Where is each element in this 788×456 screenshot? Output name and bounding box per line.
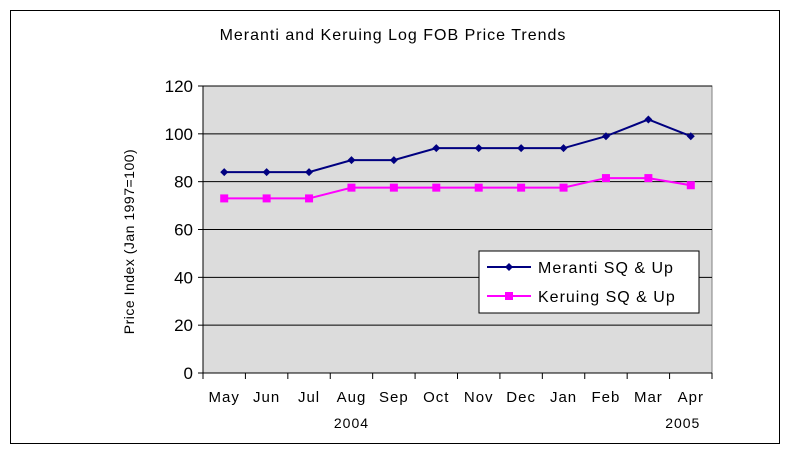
x-tick-label: Oct <box>423 389 449 406</box>
grid-lines <box>203 85 712 326</box>
y-tick-label: 80 <box>174 173 193 192</box>
data-point <box>432 144 441 153</box>
data-point <box>220 168 229 177</box>
data-point <box>389 183 398 192</box>
data-point <box>644 115 653 124</box>
x-tick-label: Apr <box>678 389 704 406</box>
x-tick-label: May <box>209 389 240 406</box>
legend-box <box>478 250 700 314</box>
series-group <box>220 115 695 203</box>
x-tick-label: Aug <box>337 389 367 406</box>
data-point <box>474 144 483 153</box>
x-tick-label: Feb <box>592 389 621 406</box>
legend-marker-meranti <box>505 263 513 271</box>
data-point <box>517 144 526 153</box>
series-line-1 <box>224 177 691 200</box>
data-point <box>517 183 526 192</box>
data-point <box>601 174 610 183</box>
data-point <box>686 181 695 190</box>
y-tick-label: 20 <box>174 316 193 335</box>
y-tick-label: 60 <box>174 221 193 240</box>
data-point <box>559 144 568 153</box>
y-tick-label: 0 <box>184 364 193 383</box>
legend-label-keruing: Keruing SQ & Up <box>538 289 676 306</box>
data-point <box>474 183 483 192</box>
data-point <box>305 194 314 203</box>
data-point <box>305 168 314 177</box>
series-line-0 <box>224 118 692 174</box>
data-point <box>686 132 695 141</box>
legend: Meranti SQ & Up Keruing SQ & Up <box>478 250 700 314</box>
data-point <box>347 183 356 192</box>
data-point <box>220 194 229 203</box>
data-point <box>644 174 653 183</box>
x-axis-ticks: May Jun Jul Aug Sep Oct Nov Dec Jan Feb Mar Apr <box>202 373 713 406</box>
legend-marker-keruing <box>505 292 513 300</box>
data-point <box>347 156 356 165</box>
data-point <box>389 156 398 165</box>
legend-label-meranti: Meranti SQ & Up <box>538 260 674 277</box>
data-point <box>601 132 610 141</box>
y-axis-ticks: 0 20 40 60 80 100 120 <box>165 77 203 383</box>
y-tick-label: 40 <box>174 268 193 287</box>
x-tick-label: Jul <box>298 389 320 406</box>
x-tick-label: Sep <box>379 389 409 406</box>
year-label-2005: 2005 <box>665 415 700 431</box>
x-tick-label: Dec <box>506 389 536 406</box>
data-point <box>262 168 271 177</box>
y-axis-label: Price Index (Jan 1997=100) <box>121 149 137 334</box>
x-tick-label: Jun <box>253 389 280 406</box>
year-label-2004: 2004 <box>334 415 369 431</box>
data-point <box>432 183 441 192</box>
x-tick-label: Nov <box>464 389 494 406</box>
x-tick-label: Jan <box>550 389 577 406</box>
chart-title: Meranti and Keruing Log FOB Price Trends <box>220 27 567 44</box>
data-point <box>262 194 271 203</box>
data-point <box>559 183 568 192</box>
x-tick-label: Mar <box>634 389 663 406</box>
y-tick-label: 100 <box>165 125 193 144</box>
y-tick-label: 120 <box>165 77 193 96</box>
